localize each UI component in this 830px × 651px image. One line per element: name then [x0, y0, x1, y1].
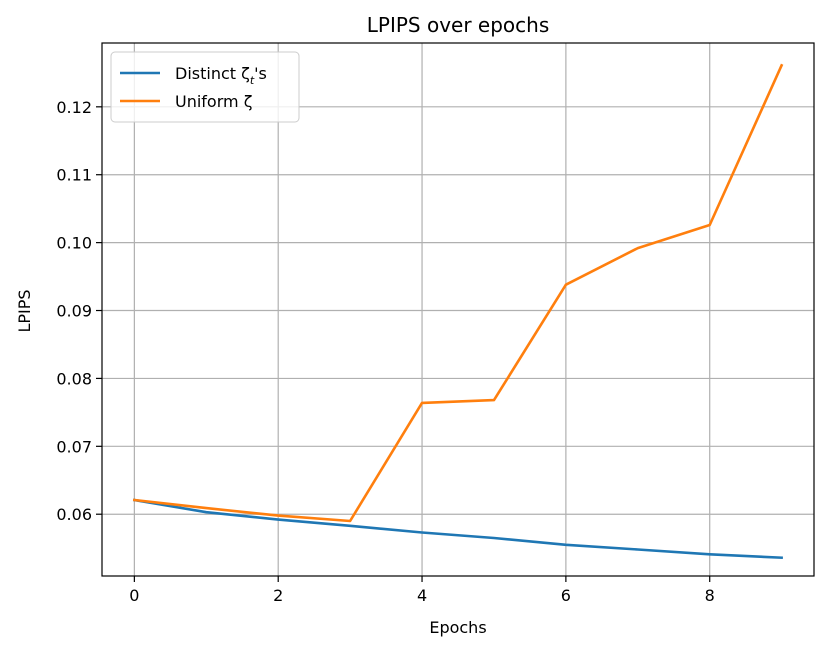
x-axis-ticks: 0 2 4 6 8: [129, 576, 715, 605]
legend-label-1: Distinct ζt's: [175, 64, 267, 87]
x-tick-label: 6: [561, 586, 571, 605]
legend-label-2: Uniform ζ: [175, 92, 252, 111]
series-line-1: [132, 498, 783, 560]
legend-label-main: Distinct ζ: [175, 64, 250, 83]
y-axis-ticks: 0.06 0.07 0.08 0.09 0.10 0.11 0.12: [56, 98, 102, 524]
series-line-2: [132, 63, 784, 523]
y-tick-label: 0.06: [56, 505, 92, 524]
x-tick-label: 4: [417, 586, 427, 605]
y-axis-title: LPIPS: [15, 289, 34, 332]
plot-frame: [101, 42, 815, 577]
y-tick-label: 0.10: [56, 234, 92, 253]
legend-box: [110, 51, 300, 123]
y-tick-label: 0.07: [56, 437, 92, 456]
x-tick-label: 8: [705, 586, 715, 605]
y-tick-label: 0.11: [56, 166, 92, 185]
y-tick-label: 0.12: [56, 98, 92, 117]
y-tick-label: 0.08: [56, 369, 92, 388]
y-tick-label: 0.09: [56, 302, 92, 321]
x-tick-label: 2: [273, 586, 283, 605]
series-lines: [132, 63, 784, 560]
grid: [102, 43, 814, 576]
chart-title: LPIPS over epochs: [367, 13, 550, 37]
legend-label-suffix: 's: [254, 64, 267, 83]
x-tick-label: 0: [129, 586, 139, 605]
x-axis-title: Epochs: [429, 618, 486, 637]
legend-label-main: Uniform ζ: [175, 92, 252, 111]
legend-label-subscript: t: [250, 74, 255, 87]
